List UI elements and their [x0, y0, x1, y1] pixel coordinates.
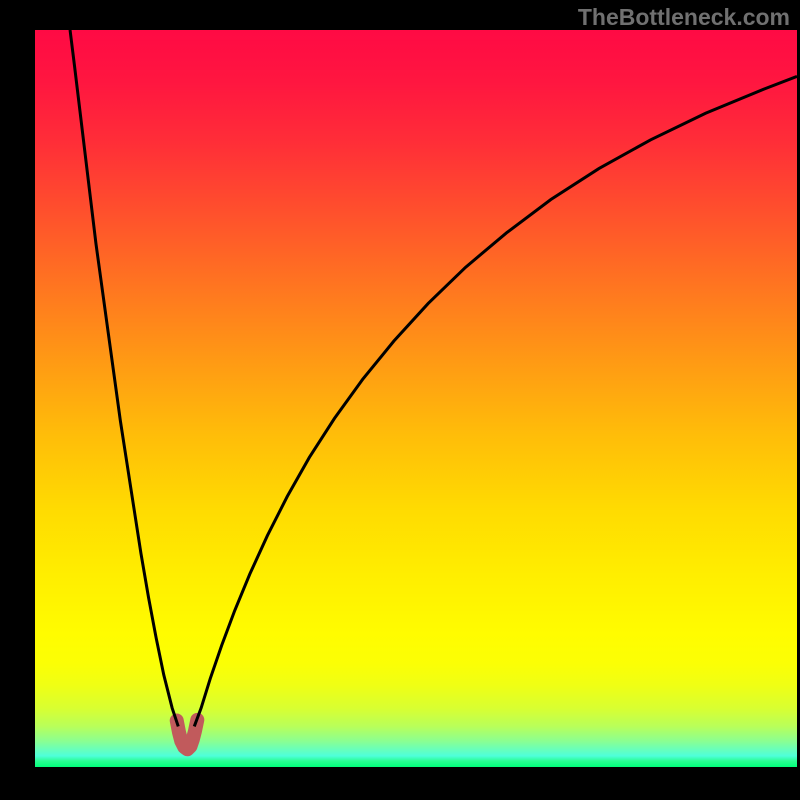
chart-container: TheBottleneck.com [0, 0, 800, 800]
curve-svg [35, 30, 797, 767]
watermark: TheBottleneck.com [578, 4, 790, 31]
curve-right-branch [194, 76, 797, 726]
plot-area [35, 30, 797, 767]
curve-left-branch [70, 30, 178, 726]
